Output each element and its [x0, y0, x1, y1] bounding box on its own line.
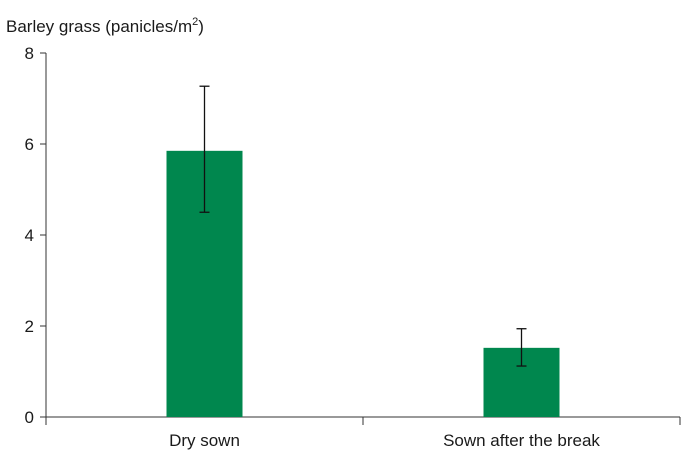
axes — [40, 52, 681, 425]
y-tick-label: 4 — [25, 226, 34, 245]
error-bars — [199, 85, 527, 367]
y-tick-label: 6 — [25, 135, 34, 154]
y-axis-label-close: ) — [198, 17, 204, 36]
y-axis-label: Barley grass (panicles/m2) — [6, 16, 204, 36]
y-axis-label-superscript: 2 — [192, 16, 198, 28]
y-tick-label: 8 — [25, 44, 34, 63]
x-category-label: Dry sown — [169, 431, 240, 450]
bars — [166, 150, 560, 417]
y-axis-label-text: Barley grass (panicles/m — [6, 17, 192, 36]
y-tick-label: 0 — [25, 408, 34, 427]
y-tick-label: 2 — [25, 317, 34, 336]
x-category-label: Sown after the break — [443, 431, 600, 450]
tick-labels: 0 2 4 6 8 Dry sown Sown after the break — [25, 44, 601, 450]
